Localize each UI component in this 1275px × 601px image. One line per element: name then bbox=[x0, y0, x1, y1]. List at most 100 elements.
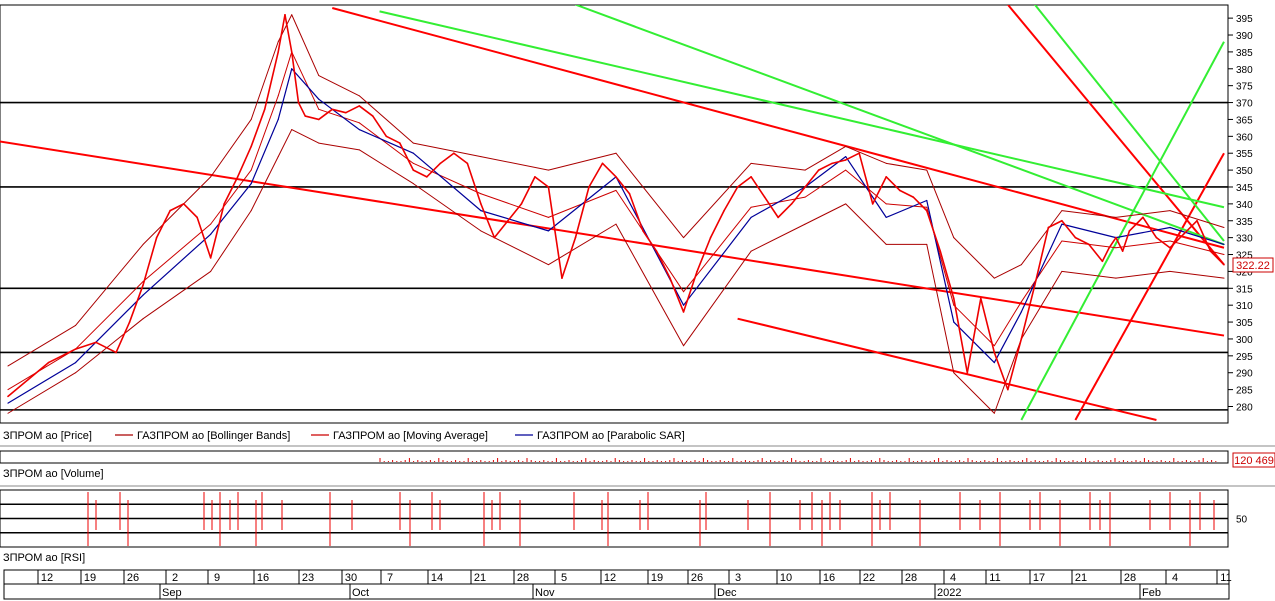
parabolic-sar-segment-4 bbox=[250, 118, 279, 185]
bollinger-lower-segment-20 bbox=[993, 338, 1022, 414]
time-month-label-1: Oct bbox=[352, 587, 369, 599]
parabolic-sar-segment-10 bbox=[480, 210, 550, 232]
moving-average-segment-1 bbox=[75, 281, 144, 350]
price-y-tick-label-13: 345 bbox=[1236, 183, 1253, 194]
time-axis-day-labels: 12 19 26 2 9 16 23 30 7 14 21 28 5 12 19 26 3 10 16 22 28 4 11… bbox=[37, 570, 1232, 584]
volume-legend-label: ЗПРОМ ао [Volume] bbox=[3, 468, 104, 480]
price-segment-22 bbox=[317, 108, 334, 121]
time-day-label-5: 16 bbox=[257, 572, 269, 584]
parabolic-sar-segment-24 bbox=[1169, 226, 1225, 245]
price-segment-19 bbox=[290, 51, 300, 104]
price-segment-80 bbox=[1101, 246, 1110, 263]
time-day-label-3: 2 bbox=[172, 572, 178, 584]
bollinger-lower-segment-21 bbox=[1020, 270, 1063, 340]
price-y-tick-label-1: 285 bbox=[1236, 386, 1253, 397]
price-segment-63 bbox=[871, 176, 888, 205]
price-segment-11 bbox=[196, 216, 212, 259]
volume-bars bbox=[379, 458, 1217, 462]
bollinger-lower-segment-15 bbox=[804, 203, 847, 225]
bollinger-lower-segment-8 bbox=[358, 149, 414, 185]
moving-average-segment-6 bbox=[291, 51, 320, 110]
price-y-tick-label-22: 390 bbox=[1236, 31, 1253, 42]
time-day-label-23: 17 bbox=[1033, 572, 1045, 584]
time-month-label-0: Sep bbox=[162, 587, 182, 599]
moving-average-segment-19 bbox=[953, 304, 995, 347]
time-day-label-27: 11 bbox=[1220, 572, 1231, 584]
bollinger-upper-segment-15 bbox=[804, 145, 847, 171]
trendline-7 bbox=[1034, 5, 1225, 242]
price-segment-13 bbox=[223, 176, 239, 205]
time-day-label-12: 5 bbox=[561, 572, 567, 584]
time-day-label-18: 16 bbox=[823, 572, 835, 584]
price-y-tick-label-4: 300 bbox=[1236, 335, 1253, 346]
price-segment-50 bbox=[696, 236, 712, 273]
bollinger-lower-segment-9 bbox=[412, 183, 482, 232]
price-segment-42 bbox=[588, 162, 604, 188]
bollinger-upper-segment-0 bbox=[7, 324, 77, 367]
time-month-label-2: Nov bbox=[535, 587, 555, 599]
time-axis: 12 19 26 2 9 16 23 30 7 14 21 28 5 12 19 26 3 10 16 22 28 4 11… bbox=[3, 569, 1232, 600]
bollinger-upper-segment-23 bbox=[1115, 210, 1171, 218]
bollinger-upper-segment-8 bbox=[358, 95, 414, 144]
price-segment-44 bbox=[615, 176, 631, 195]
price-last-value-box bbox=[1232, 257, 1274, 273]
price-segment-77 bbox=[1061, 219, 1077, 239]
bollinger-upper-segment-6 bbox=[291, 14, 320, 77]
bollinger-lower-segment-6 bbox=[291, 129, 320, 144]
parabolic-sar-segment-6 bbox=[291, 68, 320, 100]
bollinger-upper-segment-18 bbox=[926, 169, 955, 239]
parabolic-sar-segment-21 bbox=[1020, 223, 1063, 313]
trendline-5 bbox=[379, 10, 1225, 209]
price-y-tick-label-18: 370 bbox=[1236, 99, 1253, 110]
legend-label-2: ГАЗПРОМ ао [Moving Average] bbox=[333, 430, 488, 442]
price-y-tick-label-12: 340 bbox=[1236, 200, 1253, 211]
price-y-tick-label-23: 395 bbox=[1236, 14, 1253, 25]
price-segment-53 bbox=[736, 176, 752, 188]
price-segment-71 bbox=[979, 297, 996, 354]
trendline-2 bbox=[737, 317, 1157, 421]
price-segment-58 bbox=[804, 169, 820, 188]
price-y-tick-label-5: 305 bbox=[1236, 318, 1253, 329]
time-day-label-24: 21 bbox=[1075, 572, 1087, 584]
price-y-tick-label-17: 365 bbox=[1236, 115, 1253, 126]
bollinger-lower-segment-13 bbox=[683, 250, 752, 347]
bollinger-lower-segment-18 bbox=[926, 243, 955, 374]
bollinger-lower-segment-4 bbox=[250, 156, 279, 212]
time-day-label-6: 23 bbox=[302, 572, 314, 584]
bollinger-upper-segment-20 bbox=[993, 264, 1022, 279]
price-segment-17 bbox=[277, 13, 286, 53]
price-y-tick-label-21: 385 bbox=[1236, 48, 1253, 59]
price-segment-81 bbox=[1108, 236, 1117, 249]
bollinger-lower-segment-19 bbox=[953, 372, 995, 414]
bollinger-upper-segment-9 bbox=[412, 142, 482, 158]
parabolic-sar-segment-0 bbox=[7, 361, 77, 404]
price-segment-5 bbox=[115, 321, 131, 354]
price-y-tick-label-11: 335 bbox=[1236, 217, 1253, 228]
price-segment-67 bbox=[925, 209, 942, 252]
moving-average-segment-5 bbox=[277, 51, 293, 97]
moving-average-segment-15 bbox=[804, 169, 847, 198]
bollinger-upper-segment-1 bbox=[75, 243, 144, 326]
bollinger-upper-segment-14 bbox=[750, 162, 806, 171]
time-day-label-22: 11 bbox=[989, 572, 1000, 584]
trendline-8 bbox=[1020, 41, 1225, 421]
bollinger-lower-segment-24 bbox=[1169, 270, 1225, 279]
price-segment-78 bbox=[1074, 236, 1090, 246]
bollinger-lower-segment-16 bbox=[845, 203, 887, 245]
price-plot-frame bbox=[0, 4, 1229, 424]
bollinger-upper-segment-16 bbox=[845, 145, 887, 164]
rsi-panel: 50 ЗПРОМ ао [RSI] bbox=[0, 485, 1275, 564]
time-day-label-4: 9 bbox=[214, 572, 220, 584]
price-segment-25 bbox=[358, 105, 374, 117]
price-segment-15 bbox=[250, 108, 266, 148]
price-segment-8 bbox=[155, 209, 171, 239]
price-segment-43 bbox=[601, 162, 617, 178]
price-segment-37 bbox=[520, 176, 536, 205]
time-day-label-21: 4 bbox=[950, 572, 956, 584]
price-segment-57 bbox=[790, 186, 806, 205]
volume-last-value-label: 120 469 bbox=[1234, 455, 1274, 467]
price-segment-74 bbox=[1020, 284, 1036, 340]
bollinger-lower-segment-7 bbox=[318, 142, 360, 151]
price-segment-49 bbox=[682, 270, 698, 313]
price-segment-6 bbox=[128, 284, 144, 323]
